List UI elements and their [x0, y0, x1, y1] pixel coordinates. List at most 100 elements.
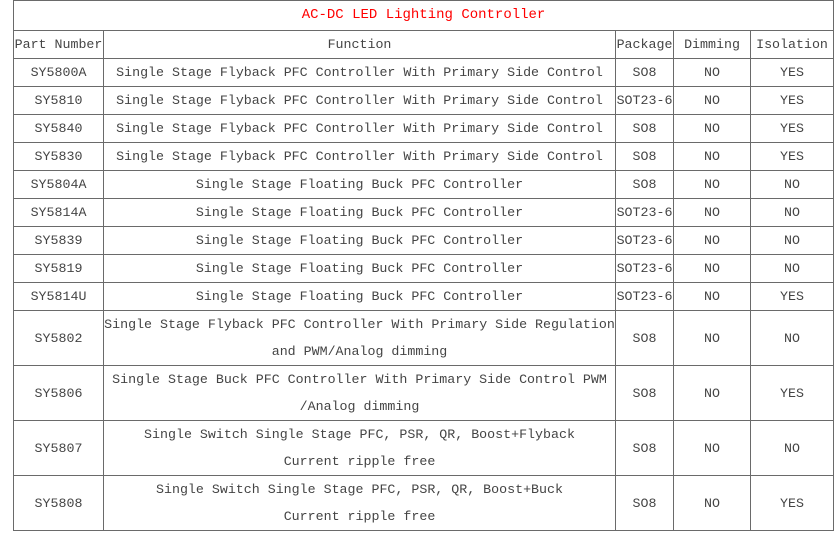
function-cell: Single Stage Floating Buck PFC Controlle… [103, 282, 616, 311]
dimming-cell: NO [673, 58, 751, 87]
dimming-cell: NO [673, 86, 751, 115]
part-number-cell: SY5814U [13, 282, 104, 311]
package-cell: SOT23-6 [615, 198, 674, 227]
function-line: Current ripple free [283, 509, 436, 524]
part-number-cell: SY5839 [13, 226, 104, 255]
package-cell: SOT23-6 [615, 254, 674, 283]
package-cell: SO8 [615, 365, 674, 421]
table-row: SY5819 Single Stage Floating Buck PFC Con… [13, 254, 835, 283]
dimming-cell: NO [673, 420, 751, 476]
function-cell: Single Stage Flyback PFC Controller With… [103, 114, 616, 143]
table-row: SY5839 Single Stage Floating Buck PFC Con… [13, 226, 835, 255]
header-dimming: Dimming [673, 30, 751, 59]
function-cell: Single Switch Single Stage PFC, PSR, QR,… [103, 475, 616, 531]
function-line: Single Switch Single Stage PFC, PSR, QR,… [144, 427, 575, 442]
isolation-cell: YES [749, 58, 835, 87]
package-cell: SOT23-6 [615, 226, 674, 255]
table-title: AC-DC LED Lighting Controller [12, 0, 835, 31]
part-number-cell: SY5840 [13, 114, 104, 143]
isolation-cell: NO [749, 198, 835, 227]
function-line: Single Switch Single Stage PFC, PSR, QR,… [156, 482, 563, 497]
function-line: Single Stage Buck PFC Controller With Pr… [112, 372, 607, 387]
dimming-cell: NO [673, 365, 751, 421]
isolation-cell: NO [749, 310, 835, 366]
header-function: Function [103, 30, 616, 59]
isolation-cell: YES [749, 142, 835, 171]
package-cell: SO8 [615, 420, 674, 476]
function-cell: Single Stage Floating Buck PFC Controlle… [103, 254, 616, 283]
part-number-cell: SY5806 [13, 365, 104, 421]
isolation-cell: NO [749, 254, 835, 283]
isolation-cell: NO [749, 420, 835, 476]
function-cell: Single Stage Flyback PFC Controller With… [103, 86, 616, 115]
function-cell: Single Switch Single Stage PFC, PSR, QR,… [103, 420, 616, 476]
dimming-cell: NO [673, 142, 751, 171]
table-row: SY5802 Single Stage Flyback PFC Controlle… [13, 310, 835, 366]
function-line: Single Stage Flyback PFC Controller With… [116, 149, 603, 164]
function-line: Single Stage Flyback PFC Controller With… [116, 93, 603, 108]
package-cell: SO8 [615, 142, 674, 171]
isolation-cell: YES [749, 365, 835, 421]
function-line: Single Stage Flyback PFC Controller With… [116, 65, 603, 80]
function-cell: Single Stage Floating Buck PFC Controlle… [103, 170, 616, 199]
part-number-cell: SY5802 [13, 310, 104, 366]
header-package: Package [615, 30, 674, 59]
dimming-cell: NO [673, 254, 751, 283]
table-row: SY5810 Single Stage Flyback PFC Controlle… [13, 86, 835, 115]
function-line: Single Stage Floating Buck PFC Controlle… [195, 233, 524, 248]
dimming-cell: NO [673, 226, 751, 255]
part-number-cell: SY5830 [13, 142, 104, 171]
dimming-cell: NO [673, 282, 751, 311]
package-cell: SO8 [615, 170, 674, 199]
part-number-cell: SY5810 [13, 86, 104, 115]
package-cell: SO8 [615, 475, 674, 531]
function-cell: Single Stage Buck PFC Controller With Pr… [103, 365, 616, 421]
table-row: SY5807 Single Switch Single Stage PFC, PS… [13, 420, 835, 476]
function-cell: Single Stage Flyback PFC Controller With… [103, 310, 616, 366]
function-line: Single Stage Flyback PFC Controller With… [104, 317, 615, 332]
package-cell: SOT23-6 [615, 86, 674, 115]
package-cell: SO8 [615, 310, 674, 366]
part-number-cell: SY5814A [13, 198, 104, 227]
function-line: Single Stage Floating Buck PFC Controlle… [195, 289, 524, 304]
header-part-number: Part Number [13, 30, 104, 59]
part-number-cell: SY5819 [13, 254, 104, 283]
function-cell: Single Stage Flyback PFC Controller With… [103, 142, 616, 171]
isolation-cell: YES [749, 282, 835, 311]
function-cell: Single Stage Floating Buck PFC Controlle… [103, 198, 616, 227]
part-number-cell: SY5807 [13, 420, 104, 476]
function-line: Single Stage Floating Buck PFC Controlle… [195, 261, 524, 276]
table-row: SY5814A Single Stage Floating Buck PFC Co… [13, 198, 835, 227]
isolation-cell: YES [749, 86, 835, 115]
header-isolation: Isolation [749, 30, 835, 59]
isolation-cell: YES [749, 475, 835, 531]
controller-table: AC-DC LED Lighting Controller Part Numbe… [12, 0, 835, 531]
package-cell: SO8 [615, 114, 674, 143]
dimming-cell: NO [673, 114, 751, 143]
table-row: SY5840 Single Stage Flyback PFC Controlle… [13, 114, 835, 143]
isolation-cell: YES [749, 114, 835, 143]
isolation-cell: NO [749, 170, 835, 199]
part-number-cell: SY5808 [13, 475, 104, 531]
table-row: SY5800A Single Stage Flyback PFC Controll… [13, 58, 835, 87]
part-number-cell: SY5804A [13, 170, 104, 199]
function-line: Single Stage Floating Buck PFC Controlle… [195, 177, 524, 192]
table-row: SY5814U Single Stage Floating Buck PFC Co… [13, 282, 835, 311]
table-row: SY5830 Single Stage Flyback PFC Controlle… [13, 142, 835, 171]
table-row: SY5808 Single Switch Single Stage PFC, PS… [13, 475, 835, 531]
function-line: Single Stage Floating Buck PFC Controlle… [195, 205, 524, 220]
function-cell: Single Stage Floating Buck PFC Controlle… [103, 226, 616, 255]
package-cell: SO8 [615, 58, 674, 87]
function-cell: Single Stage Flyback PFC Controller With… [103, 58, 616, 87]
dimming-cell: NO [673, 475, 751, 531]
function-line: Current ripple free [283, 454, 436, 469]
function-line: and PWM/Analog dimming [271, 344, 448, 359]
dimming-cell: NO [673, 170, 751, 199]
isolation-cell: NO [749, 226, 835, 255]
table-row: SY5804A Single Stage Floating Buck PFC Co… [13, 170, 835, 199]
function-line: Single Stage Flyback PFC Controller With… [116, 121, 603, 136]
function-line: /Analog dimming [299, 399, 420, 414]
part-number-cell: SY5800A [13, 58, 104, 87]
package-cell: SOT23-6 [615, 282, 674, 311]
table-row: SY5806 Single Stage Buck PFC Controller W… [13, 365, 835, 421]
